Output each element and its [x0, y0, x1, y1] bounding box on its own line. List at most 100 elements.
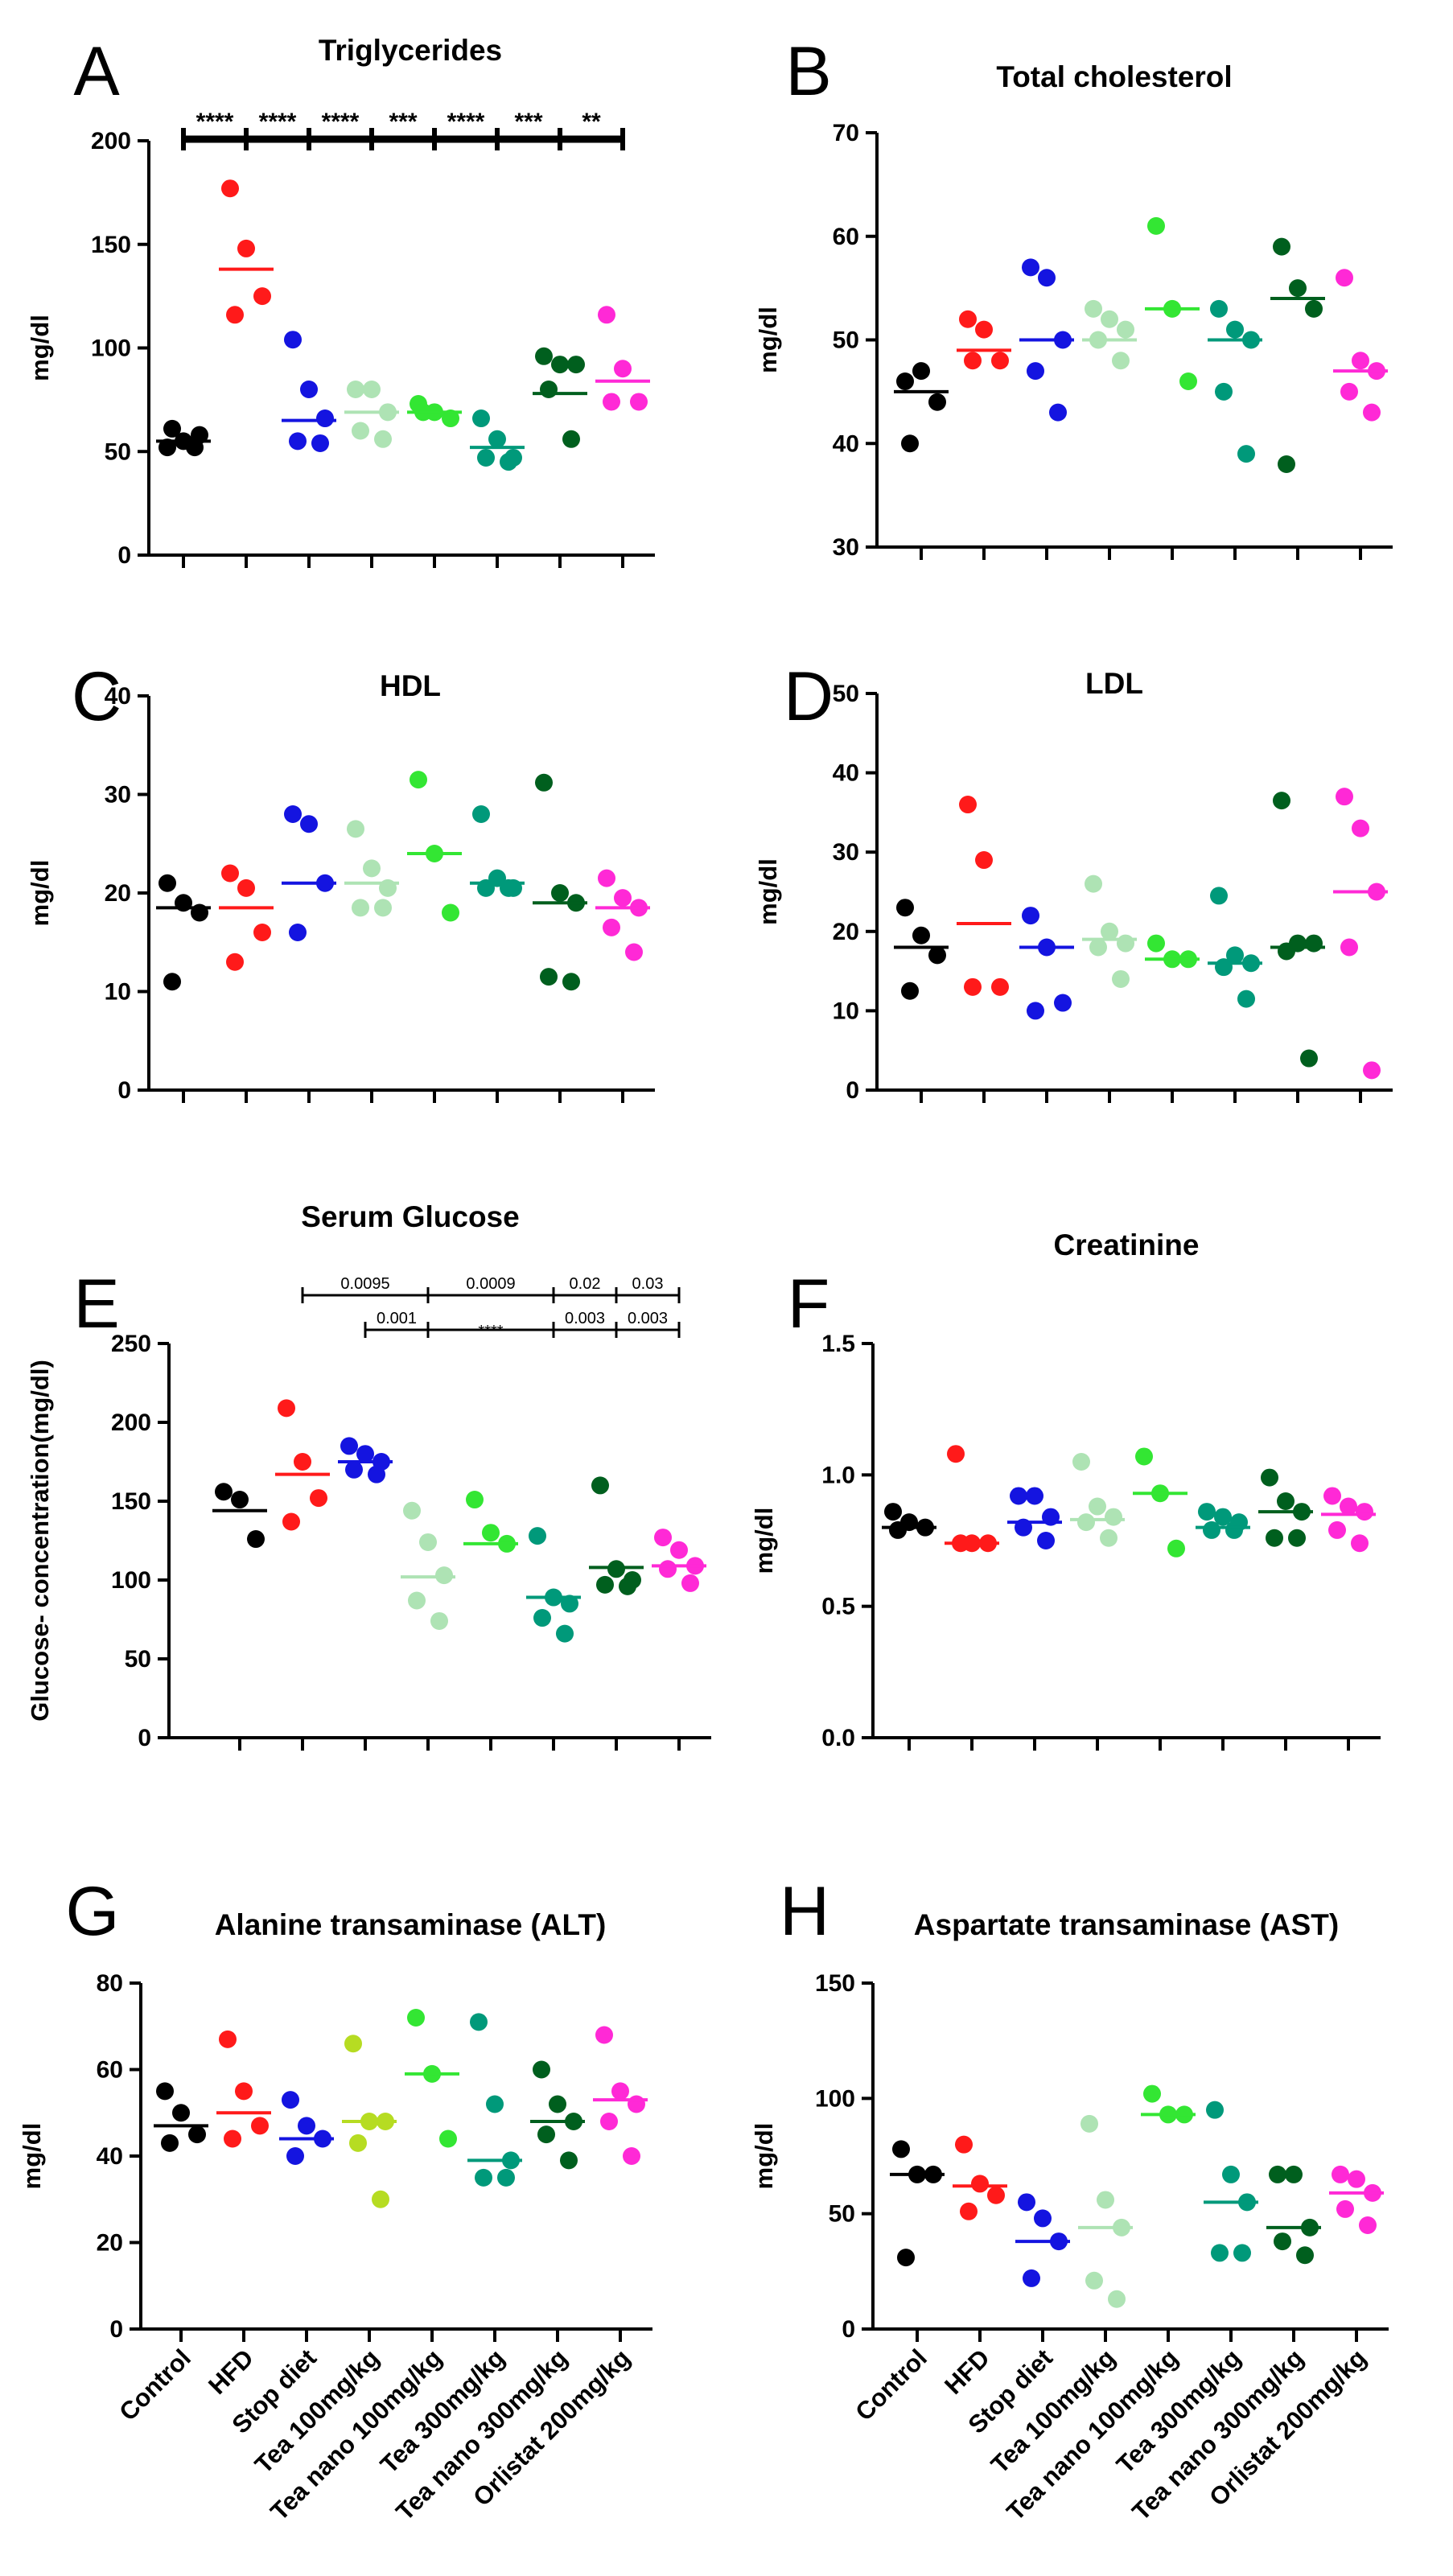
- y-tick-label: 200: [111, 1409, 151, 1436]
- data-point-hfd: [294, 1453, 311, 1471]
- data-point-tea-nano-300mg-kg: [1300, 1049, 1318, 1068]
- data-point-control: [186, 438, 204, 457]
- data-point-tea-300mg-kg: [1215, 382, 1233, 401]
- data-point-control: [896, 372, 914, 390]
- data-point-tea-100mg-kg: [344, 2035, 362, 2053]
- data-point-orlistat-200mg-kg: [1363, 403, 1381, 422]
- data-point-control: [912, 362, 930, 381]
- y-tick-label: 200: [91, 128, 131, 154]
- data-point-tea-nano-100mg-kg: [1135, 1447, 1153, 1466]
- data-point-orlistat-200mg-kg: [1336, 2199, 1354, 2218]
- data-point-tea-300mg-kg: [470, 2013, 488, 2031]
- data-point-tea-nano-300mg-kg: [567, 356, 585, 374]
- data-point-control: [901, 434, 919, 453]
- data-point-tea-nano-300mg-kg: [562, 430, 580, 448]
- data-point-tea-300mg-kg: [1237, 990, 1255, 1008]
- data-point-tea-100mg-kg: [1077, 1513, 1095, 1532]
- panel-letter: E: [73, 1265, 119, 1343]
- y-axis-label: mg/dl: [750, 2123, 778, 2190]
- data-point-tea-300mg-kg: [477, 448, 495, 467]
- y-tick-label: 40: [97, 2143, 123, 2170]
- data-point-tea-300mg-kg: [472, 409, 490, 428]
- data-point-tea-nano-100mg-kg: [442, 903, 459, 922]
- data-point-tea-100mg-kg: [1105, 1508, 1122, 1526]
- data-point-hfd: [251, 2117, 269, 2135]
- data-point-tea-nano-300mg-kg: [1305, 299, 1323, 318]
- data-point-tea-300mg-kg: [1226, 946, 1244, 965]
- data-point-tea-100mg-kg: [430, 1611, 448, 1630]
- data-point-stop-diet: [282, 2091, 299, 2109]
- panel-letter: B: [785, 33, 831, 110]
- data-point-control: [892, 2140, 910, 2158]
- y-tick-label: 30: [833, 839, 859, 866]
- data-point-orlistat-200mg-kg: [614, 360, 632, 378]
- panel-letter: C: [72, 658, 121, 735]
- category-label: Control: [113, 2344, 196, 2426]
- significance-label: ****: [478, 1323, 503, 1340]
- significance-label: ****: [322, 109, 360, 135]
- data-point-hfd: [959, 796, 977, 814]
- data-point-tea-300mg-kg: [486, 2095, 504, 2113]
- data-point-control: [163, 419, 181, 438]
- data-point-orlistat-200mg-kg: [611, 2082, 629, 2101]
- data-point-control: [912, 926, 930, 944]
- data-point-tea-nano-100mg-kg: [410, 771, 427, 789]
- y-tick-label: 70: [833, 120, 859, 146]
- significance-label: 0.003: [565, 1310, 605, 1327]
- data-point-tea-100mg-kg: [352, 899, 369, 917]
- data-point-tea-nano-300mg-kg: [560, 2151, 578, 2170]
- data-point-hfd: [282, 1512, 300, 1531]
- significance-label: ****: [196, 109, 234, 135]
- data-point-tea-100mg-kg: [419, 1533, 437, 1551]
- data-point-tea-nano-300mg-kg: [1289, 279, 1307, 298]
- data-point-hfd: [991, 352, 1009, 370]
- data-point-orlistat-200mg-kg: [603, 918, 620, 936]
- data-point-tea-300mg-kg: [529, 1527, 546, 1545]
- data-point-stop-diet: [311, 434, 329, 452]
- panel-title: Serum Glucose: [301, 1200, 519, 1233]
- data-point-tea-nano-300mg-kg: [1273, 237, 1290, 256]
- data-point-tea-300mg-kg: [1211, 2244, 1229, 2262]
- y-axis-label: mg/dl: [26, 315, 54, 381]
- data-point-tea-nano-300mg-kg: [535, 773, 553, 792]
- data-point-stop-diet: [1027, 362, 1044, 381]
- data-point-hfd: [278, 1399, 295, 1418]
- data-point-tea-100mg-kg: [1085, 299, 1102, 318]
- panel-title: Creatinine: [1054, 1228, 1200, 1261]
- data-point-tea-100mg-kg: [374, 430, 392, 448]
- data-point-hfd: [947, 1445, 965, 1463]
- data-point-tea-nano-300mg-kg: [1274, 2232, 1291, 2251]
- data-point-orlistat-200mg-kg: [600, 2113, 618, 2130]
- panel-f: F Creatinine 0.0 0.5 1.0 1.5 mg/dl: [750, 1228, 1381, 1751]
- data-point-tea-100mg-kg: [363, 859, 381, 878]
- data-point-stop-diet: [1027, 1002, 1044, 1020]
- data-point-hfd: [221, 864, 239, 883]
- data-point-orlistat-200mg-kg: [1332, 2165, 1349, 2183]
- data-point-tea-300mg-kg: [1206, 2101, 1224, 2119]
- data-point-tea-nano-300mg-kg: [596, 1575, 614, 1594]
- data-point-hfd: [987, 2186, 1005, 2204]
- data-point-tea-300mg-kg: [1225, 1520, 1243, 1539]
- data-point-orlistat-200mg-kg: [625, 943, 643, 961]
- y-tick-label: 60: [97, 2057, 123, 2084]
- data-point-hfd: [971, 2175, 989, 2193]
- data-point-hfd: [991, 977, 1009, 996]
- data-point-tea-nano-300mg-kg: [549, 2095, 566, 2113]
- data-point-tea-nano-300mg-kg: [540, 381, 558, 398]
- data-point-tea-nano-100mg-kg: [442, 409, 459, 428]
- panel-letter: G: [66, 1873, 120, 1950]
- y-tick-label: 100: [91, 335, 131, 362]
- significance-label: 0.03: [632, 1275, 664, 1293]
- y-axis-label: Glucose- concentration(mg/dl): [26, 1360, 54, 1722]
- data-point-tea-nano-100mg-kg: [407, 2009, 425, 2027]
- y-tick-label: 0.0: [821, 1725, 855, 1751]
- panel-title: Triglycerides: [319, 34, 502, 67]
- data-point-hfd: [253, 924, 271, 941]
- data-point-orlistat-200mg-kg: [1336, 788, 1353, 806]
- data-point-orlistat-200mg-kg: [598, 869, 615, 887]
- data-point-tea-300mg-kg: [1233, 2244, 1251, 2262]
- data-point-hfd: [219, 2030, 237, 2048]
- data-point-tea-300mg-kg: [561, 1595, 578, 1613]
- data-point-tea-300mg-kg: [500, 453, 517, 471]
- data-point-tea-100mg-kg: [1085, 2271, 1103, 2290]
